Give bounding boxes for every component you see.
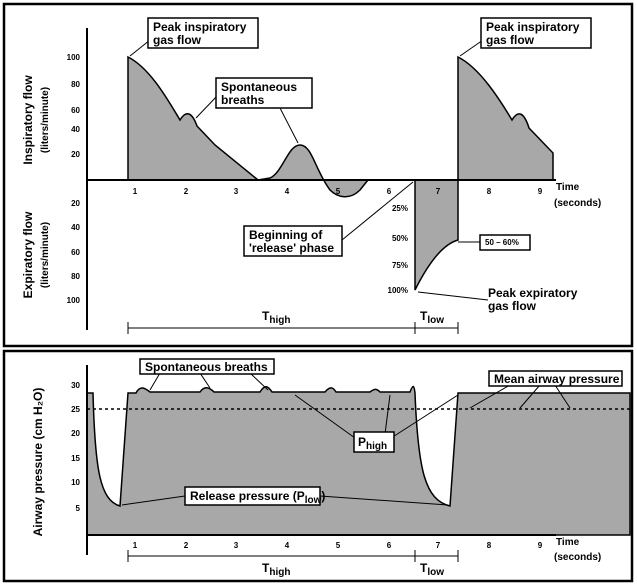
y-label: Airway pressure (cm H₂O): [31, 388, 45, 537]
tick: 2: [184, 187, 189, 196]
x-label: Time: [556, 537, 580, 548]
top-waves: [127, 55, 554, 291]
callout-text: gas flow: [488, 299, 537, 313]
leader: [195, 94, 219, 119]
t-low: Tlow: [420, 309, 444, 326]
leader: [417, 291, 489, 301]
callout-text: 50 – 60%: [485, 238, 519, 247]
callout-text: breaths: [221, 93, 265, 107]
leader: [341, 181, 414, 241]
y-label: Expiratory flow: [21, 211, 35, 298]
tick: 9: [538, 187, 543, 196]
tick: 20: [71, 150, 80, 159]
tick: 10: [71, 478, 80, 487]
tick: 8: [487, 187, 492, 196]
callout: [215, 77, 313, 109]
x-label: (seconds): [554, 198, 601, 209]
tick: 100%: [388, 286, 408, 295]
tick: 40: [71, 125, 80, 134]
tick: 1: [133, 187, 138, 196]
tick: 50%: [392, 234, 408, 243]
tick: 7: [436, 187, 441, 196]
wave: [257, 144, 370, 198]
callout-text: gas flow: [486, 33, 535, 47]
tick: 5: [76, 504, 81, 513]
callout: [479, 234, 531, 251]
bracket: [127, 322, 459, 334]
tick: 60: [71, 106, 80, 115]
tick: 7: [436, 541, 441, 550]
callout: [488, 370, 623, 387]
tick: 3: [234, 187, 239, 196]
callout-text: Spontaneous breaths: [145, 360, 268, 374]
callout-text: Mean airway pressure: [494, 372, 620, 386]
leader: [459, 39, 484, 57]
p-high: Phigh: [358, 435, 387, 452]
callout-text: Peak expiratory: [488, 286, 578, 300]
tick: 5: [336, 541, 341, 550]
tick: 4: [285, 541, 290, 550]
leader: [121, 495, 449, 506]
tick: 5: [336, 187, 341, 196]
leader: [149, 372, 269, 391]
tick: 100: [67, 296, 81, 305]
wave: [457, 55, 554, 181]
callout-text: Spontaneous: [221, 80, 297, 94]
callout: [147, 17, 259, 49]
y-label: (liters/minute): [40, 222, 51, 288]
release-wave: [414, 179, 459, 291]
tick: 9: [538, 541, 543, 550]
t-high: Thigh: [262, 309, 290, 326]
tick: 25%: [392, 204, 408, 213]
callout: [243, 225, 343, 257]
leader: [279, 107, 299, 144]
wave: [127, 55, 261, 181]
tick: 25: [71, 405, 80, 414]
release-pressure: Release pressure (Plow): [190, 489, 325, 506]
leader: [129, 39, 151, 57]
bracket: [127, 550, 459, 562]
callout-text: Beginning of: [249, 228, 323, 242]
callout: [480, 17, 592, 49]
tick: 15: [71, 454, 80, 463]
tick: 30: [71, 381, 80, 390]
y-label: (liters/minute): [40, 87, 51, 153]
tick: 80: [71, 272, 80, 281]
x-label: Time: [556, 182, 580, 193]
t-high: Thigh: [262, 561, 290, 578]
top-panel: [2, 2, 634, 348]
leader: [469, 384, 571, 409]
tick: 75%: [392, 261, 408, 270]
x-ticks: 1 2 3 4 5 6 7 8 9: [133, 187, 543, 196]
tick: 60: [71, 248, 80, 257]
x-label: (seconds): [554, 552, 601, 563]
tick: 20: [71, 429, 80, 438]
callout-text: gas flow: [153, 33, 202, 47]
tick: 40: [71, 223, 80, 232]
callout-text: Peak inspiratory: [486, 20, 580, 34]
tick: 20: [71, 199, 80, 208]
tick: 1: [133, 541, 138, 550]
tick: 8: [487, 541, 492, 550]
t-low: Tlow: [420, 561, 444, 578]
tick: 2: [184, 541, 189, 550]
callout: [184, 486, 321, 506]
tick: 80: [71, 80, 80, 89]
tick: 6: [387, 541, 392, 550]
y-label: Inspiratory flow: [21, 75, 35, 165]
callout-text: 'release' phase: [249, 241, 334, 255]
tick: 100: [67, 53, 81, 62]
tick: 3: [234, 541, 239, 550]
tick: 6: [387, 187, 392, 196]
leader: [294, 394, 459, 441]
callout: [353, 431, 395, 453]
callout-text: Peak inspiratory: [153, 20, 247, 34]
callout: [139, 358, 275, 375]
bottom-panel: [2, 349, 634, 583]
tick: 4: [285, 187, 290, 196]
